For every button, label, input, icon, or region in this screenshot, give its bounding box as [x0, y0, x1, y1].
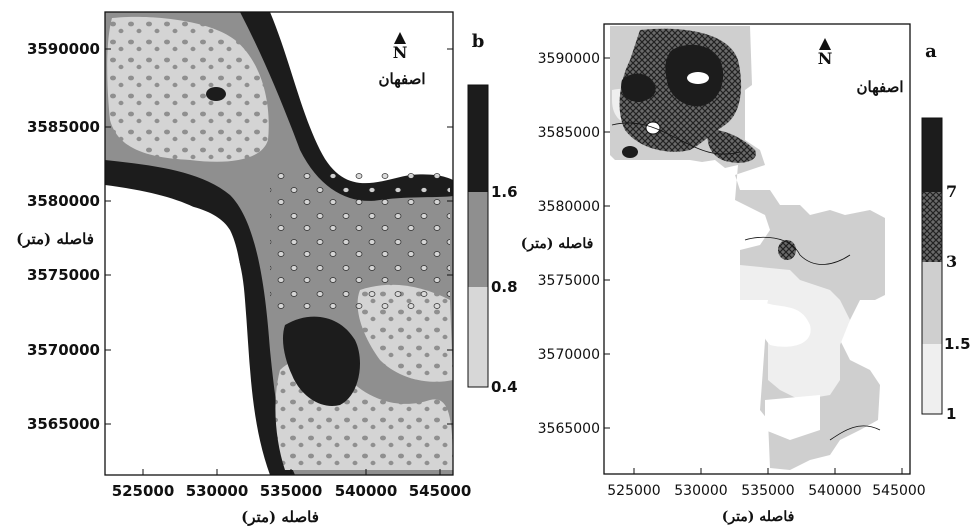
panel-b-legend-label: 0.8 — [491, 278, 518, 296]
panel-b-north-arrow-icon: N — [393, 32, 408, 62]
panel-b-legend-swatch-low — [468, 287, 488, 387]
panel-b-dark-core — [282, 316, 360, 406]
svg-text:N: N — [393, 43, 408, 62]
panel-b-ytick: 3580000 — [27, 192, 100, 210]
panel-b-dark-spot — [206, 87, 226, 101]
panel-a-ytick: 3585000 — [538, 125, 600, 141]
panel-b-legend-swatch-high — [468, 85, 488, 192]
panel-b-xtick: 540000 — [335, 482, 398, 500]
panel-a-xtick: 525000 — [607, 483, 660, 499]
panel-b-ytick: 3585000 — [27, 118, 100, 136]
panel-a-legend-label: 7 — [946, 182, 957, 201]
panel-b-y-axis-label: فاصله (متر) — [16, 230, 94, 248]
panel-b-blank-area — [105, 195, 258, 475]
panel-a-xtick: 535000 — [741, 483, 794, 499]
panel-a-xtick: 545000 — [872, 483, 925, 499]
panel-a-legend: 7 3 1.5 1 — [921, 117, 970, 423]
panel-a-y-axis-label: فاصله (متر) — [521, 236, 594, 252]
panel-a-xtick: 530000 — [674, 483, 727, 499]
panel-a-tick-marks — [604, 57, 903, 474]
panel-a-legend-swatch-crosshatch — [922, 192, 942, 262]
panel-b-xtick: 545000 — [409, 482, 472, 500]
panel-b-zone-low-north — [107, 16, 269, 162]
panel-a-north-arrow-icon: N — [818, 38, 833, 68]
panel-b-xtick: 530000 — [186, 482, 249, 500]
panel-a-map — [604, 24, 910, 474]
panel-b-ytick: 3575000 — [27, 266, 100, 284]
panel-b-frame — [104, 11, 454, 476]
panel-b-x-axis-label: فاصله (متر) — [241, 508, 319, 526]
panel-a-ytick: 3565000 — [538, 421, 600, 437]
panel-b-tick-marks — [105, 48, 453, 475]
panel-a-legend-label: 1.5 — [944, 335, 970, 353]
panel-b-letter: b — [472, 31, 485, 52]
panel-b-map — [105, 12, 453, 475]
svg-text:N: N — [818, 49, 833, 68]
panel-b-ytick: 3590000 — [27, 40, 100, 58]
panel-a-city-label: اصفهان — [857, 78, 904, 96]
panel-a-ytick: 3575000 — [538, 273, 600, 289]
panel-a-white-spot — [687, 72, 709, 84]
panel-a-ytick: 3570000 — [538, 347, 600, 363]
panel-a-ytick: 3590000 — [538, 51, 600, 67]
panel-b-legend: 1.6 0.8 0.4 — [467, 84, 518, 396]
panel-a-x-axis-label: فاصله (متر) — [722, 509, 795, 525]
panel-a-ytick: 3580000 — [538, 199, 600, 215]
panel-b-xtick: 535000 — [260, 482, 323, 500]
panel-b-ytick: 3570000 — [27, 341, 100, 359]
panel-b-legend-swatch-mid — [468, 192, 488, 287]
panel-a-frame — [603, 23, 911, 475]
panel-b-xtick: 525000 — [112, 482, 175, 500]
panel-b-legend-label: 1.6 — [491, 183, 518, 201]
panel-a-legend-swatch-lowest — [922, 344, 942, 414]
panel-b-ytick: 3565000 — [27, 415, 100, 433]
panel-a-letter: a — [925, 41, 937, 62]
panel-a-legend-label: 3 — [946, 252, 957, 271]
panel-b-city-label: اصفهان — [379, 70, 426, 88]
panel-b-legend-label: 0.4 — [491, 378, 518, 396]
panel-a-legend-swatch-high — [922, 118, 942, 192]
panel-a-legend-swatch-low — [922, 262, 942, 344]
panel-a-legend-label: 1 — [946, 405, 956, 423]
panel-a-xtick: 540000 — [808, 483, 861, 499]
